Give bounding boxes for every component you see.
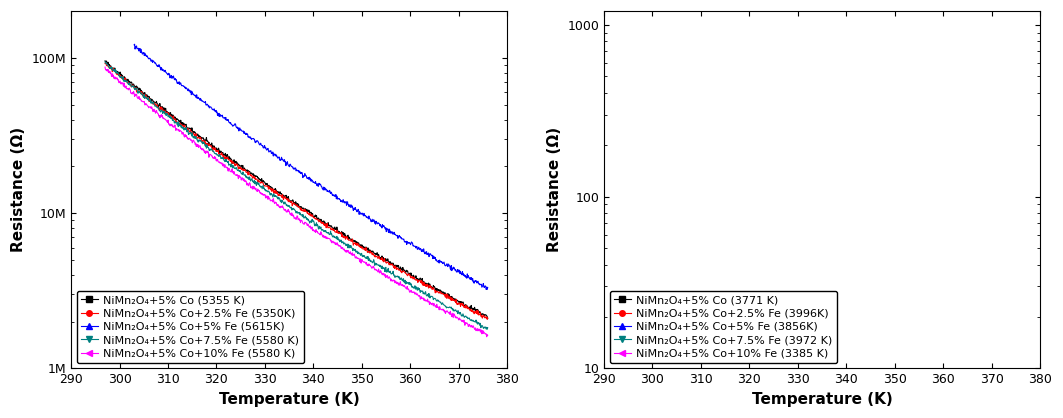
Y-axis label: Resistance (Ω): Resistance (Ω)	[546, 127, 561, 252]
X-axis label: Temperature (K): Temperature (K)	[752, 392, 892, 407]
X-axis label: Temperature (K): Temperature (K)	[219, 392, 359, 407]
Legend: NiMn₂O₄+5% Co (3771 K), NiMn₂O₄+5% Co+2.5% Fe (3996K), NiMn₂O₄+5% Co+5% Fe (3856: NiMn₂O₄+5% Co (3771 K), NiMn₂O₄+5% Co+2.…	[609, 291, 837, 363]
Y-axis label: Resistance (Ω): Resistance (Ω)	[11, 127, 27, 252]
Legend: NiMn₂O₄+5% Co (5355 K), NiMn₂O₄+5% Co+2.5% Fe (5350K), NiMn₂O₄+5% Co+5% Fe (5615: NiMn₂O₄+5% Co (5355 K), NiMn₂O₄+5% Co+2.…	[77, 291, 304, 363]
